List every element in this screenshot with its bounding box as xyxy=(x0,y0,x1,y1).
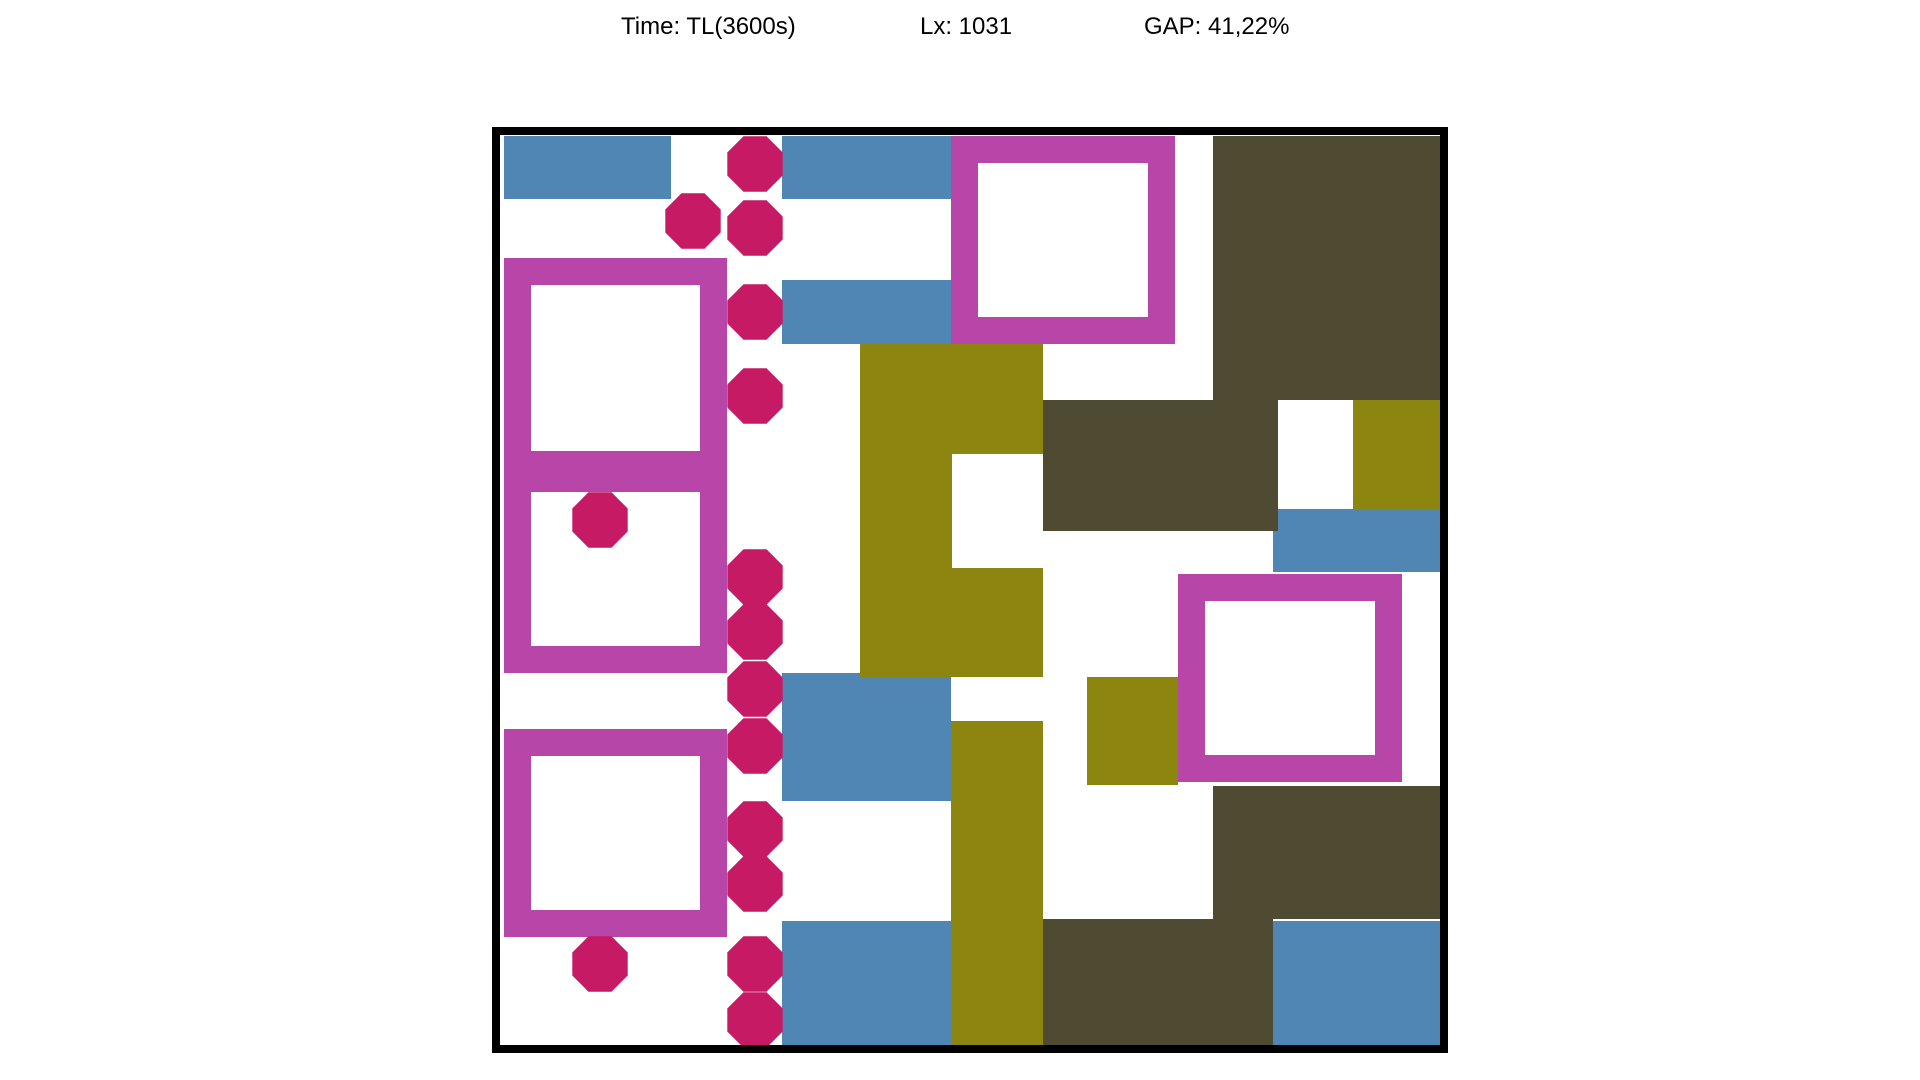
blue-piece xyxy=(504,136,671,199)
dark-piece xyxy=(1213,786,1441,919)
octagon-piece xyxy=(572,492,628,548)
blue-piece xyxy=(782,921,951,1047)
octagon-piece xyxy=(727,200,783,256)
octagon-piece xyxy=(727,801,783,857)
octagon-piece xyxy=(727,936,783,992)
olive-piece xyxy=(1087,677,1178,785)
octagon-piece xyxy=(727,604,783,660)
container-border xyxy=(492,127,1448,1053)
frame-piece xyxy=(504,729,727,937)
octagon-piece xyxy=(727,992,783,1048)
octagon-piece xyxy=(572,936,628,992)
olive-piece xyxy=(1353,399,1441,509)
olive-piece xyxy=(860,344,1043,454)
octagon-piece xyxy=(665,193,721,249)
piece-layer xyxy=(504,136,1441,1048)
blue-piece xyxy=(1273,921,1441,1047)
octagon-piece xyxy=(727,718,783,774)
octagon-piece xyxy=(727,549,783,605)
frame-piece xyxy=(504,465,727,673)
olive-piece xyxy=(860,454,952,568)
octagon-piece xyxy=(727,136,783,192)
packing-layout-canvas xyxy=(492,127,1448,1053)
octagon-piece xyxy=(727,661,783,717)
dark-piece xyxy=(1043,400,1278,531)
blue-piece xyxy=(782,673,951,801)
olive-piece xyxy=(860,568,1043,677)
frame-piece xyxy=(504,258,727,478)
frame-piece xyxy=(951,136,1175,344)
lx-value-label: Lx: 1031 xyxy=(920,13,1013,40)
olive-piece xyxy=(951,721,1043,1047)
frame-piece xyxy=(1178,574,1402,782)
octagon-piece xyxy=(727,284,783,340)
time-limit-label: Time: TL(3600s) xyxy=(621,13,796,40)
dark-piece xyxy=(1213,136,1441,400)
octagon-piece xyxy=(727,856,783,912)
blue-piece xyxy=(782,136,951,199)
blue-piece xyxy=(782,280,951,344)
gap-value-label: GAP: 41,22% xyxy=(1144,13,1290,40)
octagon-piece xyxy=(727,368,783,424)
dark-piece xyxy=(1043,919,1273,1047)
blue-piece xyxy=(1273,509,1441,572)
